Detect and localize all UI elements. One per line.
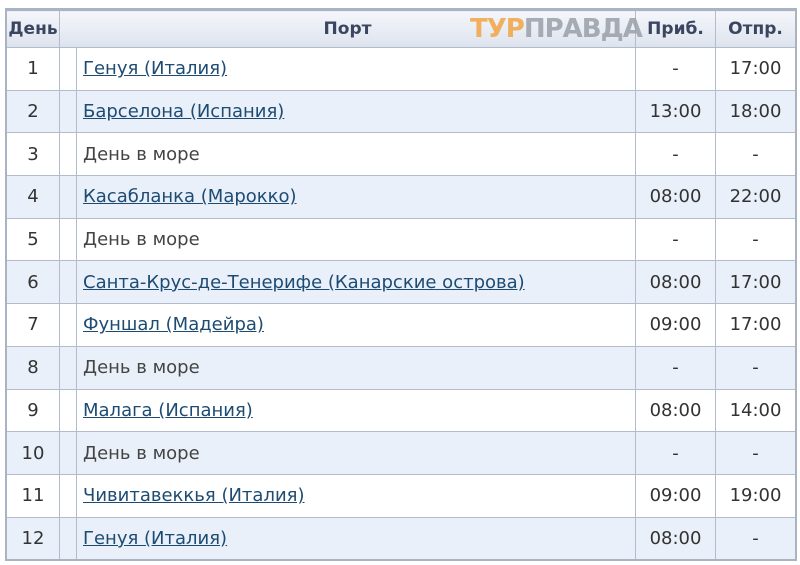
arrival-cell: - — [635, 47, 716, 91]
spacer-cell — [59, 175, 77, 219]
table-row: 1 Генуя (Италия) - 17:00 — [5, 47, 797, 91]
table-row: 8 День в море - - — [5, 345, 797, 390]
spacer-cell — [59, 47, 77, 91]
spacer-cell — [59, 431, 77, 475]
table-row: 5 День в море - - — [5, 217, 797, 262]
day-cell: 4 — [5, 175, 60, 219]
spacer-cell — [59, 388, 77, 433]
departure-cell: 18:00 — [715, 89, 797, 134]
port-cell: Санта-Крус-де-Тенерифе (Канарские остров… — [76, 260, 636, 305]
table-row: 4 Касабланка (Марокко) 08:00 22:00 — [5, 175, 797, 219]
port-text: День в море — [83, 442, 200, 464]
table-row: 9 Малага (Испания) 08:00 14:00 — [5, 388, 797, 433]
table-row: 6 Санта-Крус-де-Тенерифе (Канарские остр… — [5, 260, 797, 305]
table-row: 12 Генуя (Италия) 08:00 - — [5, 516, 797, 561]
port-link[interactable]: Чивитавеккья (Италия) — [83, 485, 305, 507]
day-cell: 9 — [5, 388, 60, 433]
port-cell: Касабланка (Марокко) — [76, 175, 636, 219]
arrival-cell: - — [635, 345, 716, 390]
spacer-cell — [59, 89, 77, 134]
departure-cell: 19:00 — [715, 473, 797, 518]
port-link[interactable]: Барселона (Испания) — [83, 101, 285, 123]
departure-cell: - — [715, 217, 797, 262]
port-cell: Генуя (Италия) — [76, 516, 636, 561]
departure-cell: - — [715, 431, 797, 475]
day-cell: 3 — [5, 132, 60, 177]
departure-cell: - — [715, 516, 797, 561]
spacer-cell — [59, 303, 77, 347]
table-row: 7 Фуншал (Мадейра) 09:00 17:00 — [5, 303, 797, 347]
spacer-cell — [59, 516, 77, 561]
header-day: День — [5, 8, 60, 48]
port-link[interactable]: Санта-Крус-де-Тенерифе (Канарские остров… — [83, 271, 525, 293]
day-cell: 6 — [5, 260, 60, 305]
table-row: 10 День в море - - — [5, 431, 797, 475]
departure-cell: - — [715, 132, 797, 177]
day-cell: 2 — [5, 89, 60, 134]
header-departure: Отпр. — [715, 8, 797, 48]
port-cell: День в море — [76, 345, 636, 390]
arrival-cell: - — [635, 431, 716, 475]
port-cell: Чивитавеккья (Италия) — [76, 473, 636, 518]
day-cell: 1 — [5, 47, 60, 91]
day-cell: 12 — [5, 516, 60, 561]
port-link[interactable]: Фуншал (Мадейра) — [83, 314, 264, 336]
port-text: День в море — [83, 143, 200, 165]
port-cell: День в море — [76, 431, 636, 475]
port-link[interactable]: Малага (Испания) — [83, 399, 253, 421]
departure-cell: 22:00 — [715, 175, 797, 219]
itinerary-table: День Порт Приб. Отпр. 1 Генуя (Италия) -… — [5, 8, 797, 562]
departure-cell: 17:00 — [715, 47, 797, 91]
port-text: День в море — [83, 357, 200, 379]
arrival-cell: - — [635, 217, 716, 262]
table-row: 3 День в море - - — [5, 132, 797, 177]
port-cell: Фуншал (Мадейра) — [76, 303, 636, 347]
port-cell: Барселона (Испания) — [76, 89, 636, 134]
port-cell: День в море — [76, 132, 636, 177]
port-link[interactable]: Генуя (Италия) — [83, 58, 228, 80]
arrival-cell: 08:00 — [635, 260, 716, 305]
departure-cell: 17:00 — [715, 303, 797, 347]
day-cell: 8 — [5, 345, 60, 390]
port-link[interactable]: Касабланка (Марокко) — [83, 186, 297, 208]
arrival-cell: 09:00 — [635, 303, 716, 347]
day-cell: 11 — [5, 473, 60, 518]
departure-cell: - — [715, 345, 797, 390]
arrival-cell: 08:00 — [635, 388, 716, 433]
port-text: День в море — [83, 229, 200, 251]
spacer-cell — [59, 132, 77, 177]
header-row: День Порт Приб. Отпр. — [5, 8, 797, 48]
port-cell: Генуя (Италия) — [76, 47, 636, 91]
port-cell: День в море — [76, 217, 636, 262]
day-cell: 5 — [5, 217, 60, 262]
port-link[interactable]: Генуя (Италия) — [83, 527, 228, 549]
arrival-cell: 09:00 — [635, 473, 716, 518]
spacer-cell — [59, 345, 77, 390]
day-cell: 10 — [5, 431, 60, 475]
departure-cell: 17:00 — [715, 260, 797, 305]
spacer-cell — [59, 260, 77, 305]
port-cell: Малага (Испания) — [76, 388, 636, 433]
departure-cell: 14:00 — [715, 388, 797, 433]
day-cell: 7 — [5, 303, 60, 347]
spacer-cell — [59, 217, 77, 262]
spacer-cell — [59, 473, 77, 518]
header-port: Порт — [59, 8, 636, 48]
header-arrival: Приб. — [635, 8, 716, 48]
arrival-cell: 08:00 — [635, 516, 716, 561]
arrival-cell: 13:00 — [635, 89, 716, 134]
table-row: 11 Чивитавеккья (Италия) 09:00 19:00 — [5, 473, 797, 518]
table-row: 2 Барселона (Испания) 13:00 18:00 — [5, 89, 797, 134]
arrival-cell: 08:00 — [635, 175, 716, 219]
arrival-cell: - — [635, 132, 716, 177]
